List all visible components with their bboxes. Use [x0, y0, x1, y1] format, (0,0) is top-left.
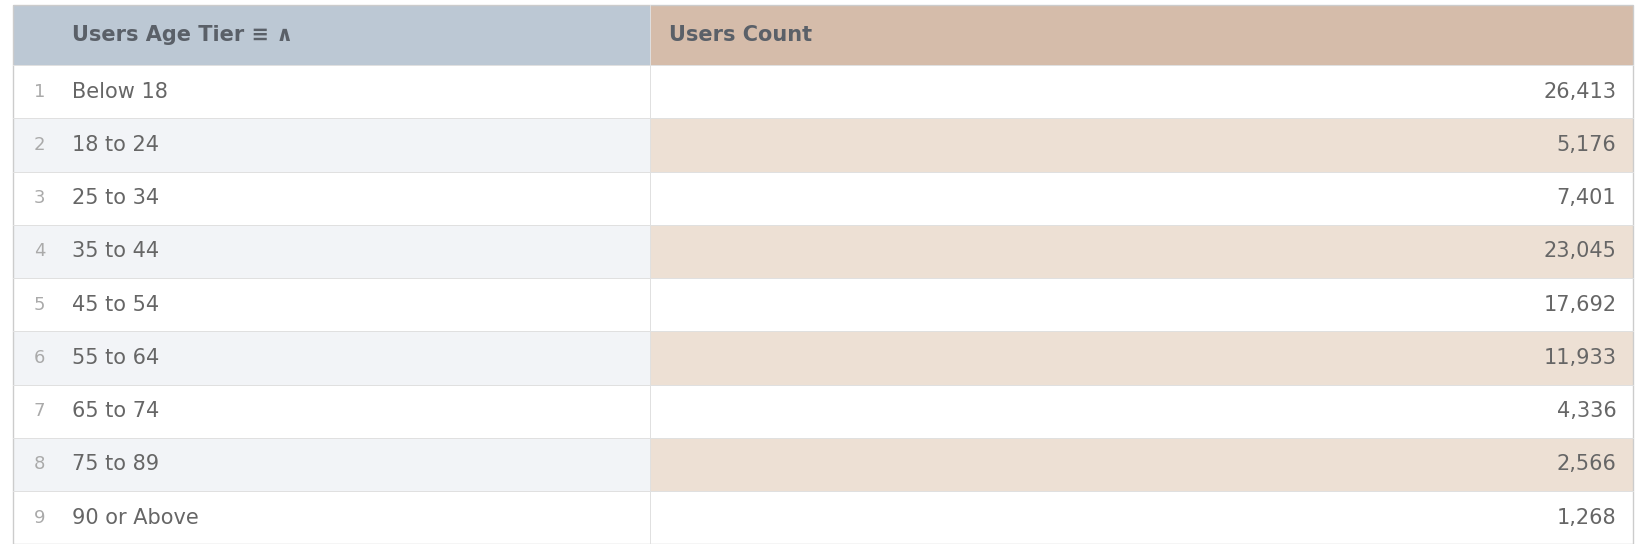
Text: 17,692: 17,692: [1544, 295, 1616, 315]
Text: 25 to 34: 25 to 34: [72, 188, 160, 208]
Text: 45 to 54: 45 to 54: [72, 295, 160, 315]
Bar: [53, 331, 650, 385]
Text: 4: 4: [35, 243, 46, 261]
Bar: [650, 438, 1633, 491]
Bar: [13, 172, 53, 225]
Bar: [650, 331, 1633, 385]
Bar: [53, 172, 650, 225]
Bar: [650, 172, 1633, 225]
Bar: [13, 331, 53, 385]
Text: 35 to 44: 35 to 44: [72, 242, 160, 262]
Text: 9: 9: [35, 509, 46, 527]
Text: Users Age Tier ≡ ∧: Users Age Tier ≡ ∧: [72, 26, 293, 45]
Text: 75 to 89: 75 to 89: [72, 454, 160, 474]
Bar: [650, 491, 1633, 544]
Bar: [13, 385, 53, 438]
Text: 5,176: 5,176: [1557, 135, 1616, 155]
Text: 1: 1: [35, 83, 46, 101]
Bar: [13, 225, 53, 278]
Text: 26,413: 26,413: [1544, 82, 1616, 102]
Bar: [53, 438, 650, 491]
Text: 7: 7: [35, 402, 46, 420]
Bar: [650, 385, 1633, 438]
Bar: [650, 119, 1633, 172]
Text: 55 to 64: 55 to 64: [72, 348, 160, 368]
Text: 1,268: 1,268: [1557, 508, 1616, 528]
Bar: [53, 225, 650, 278]
Bar: [650, 5, 1633, 65]
Bar: [13, 278, 53, 331]
Text: 2: 2: [35, 136, 46, 154]
Text: 5: 5: [35, 296, 46, 314]
Bar: [53, 385, 650, 438]
Text: 23,045: 23,045: [1544, 242, 1616, 262]
Text: Below 18: Below 18: [72, 82, 168, 102]
Text: 6: 6: [35, 349, 46, 367]
Text: 90 or Above: 90 or Above: [72, 508, 199, 528]
Text: 8: 8: [35, 455, 46, 473]
Bar: [13, 438, 53, 491]
Bar: [53, 491, 650, 544]
Bar: [53, 119, 650, 172]
Bar: [650, 225, 1633, 278]
Bar: [53, 65, 650, 119]
Bar: [13, 5, 650, 65]
Text: 2,566: 2,566: [1557, 454, 1616, 474]
Text: 7,401: 7,401: [1557, 188, 1616, 208]
Bar: [650, 65, 1633, 119]
Text: 18 to 24: 18 to 24: [72, 135, 158, 155]
Bar: [13, 119, 53, 172]
Text: Users Count: Users Count: [670, 26, 813, 45]
Bar: [13, 491, 53, 544]
Text: 11,933: 11,933: [1544, 348, 1616, 368]
Text: 4,336: 4,336: [1557, 401, 1616, 421]
Bar: [53, 278, 650, 331]
Text: 3: 3: [35, 189, 46, 207]
Bar: [13, 65, 53, 119]
Bar: [650, 278, 1633, 331]
Text: 65 to 74: 65 to 74: [72, 401, 160, 421]
